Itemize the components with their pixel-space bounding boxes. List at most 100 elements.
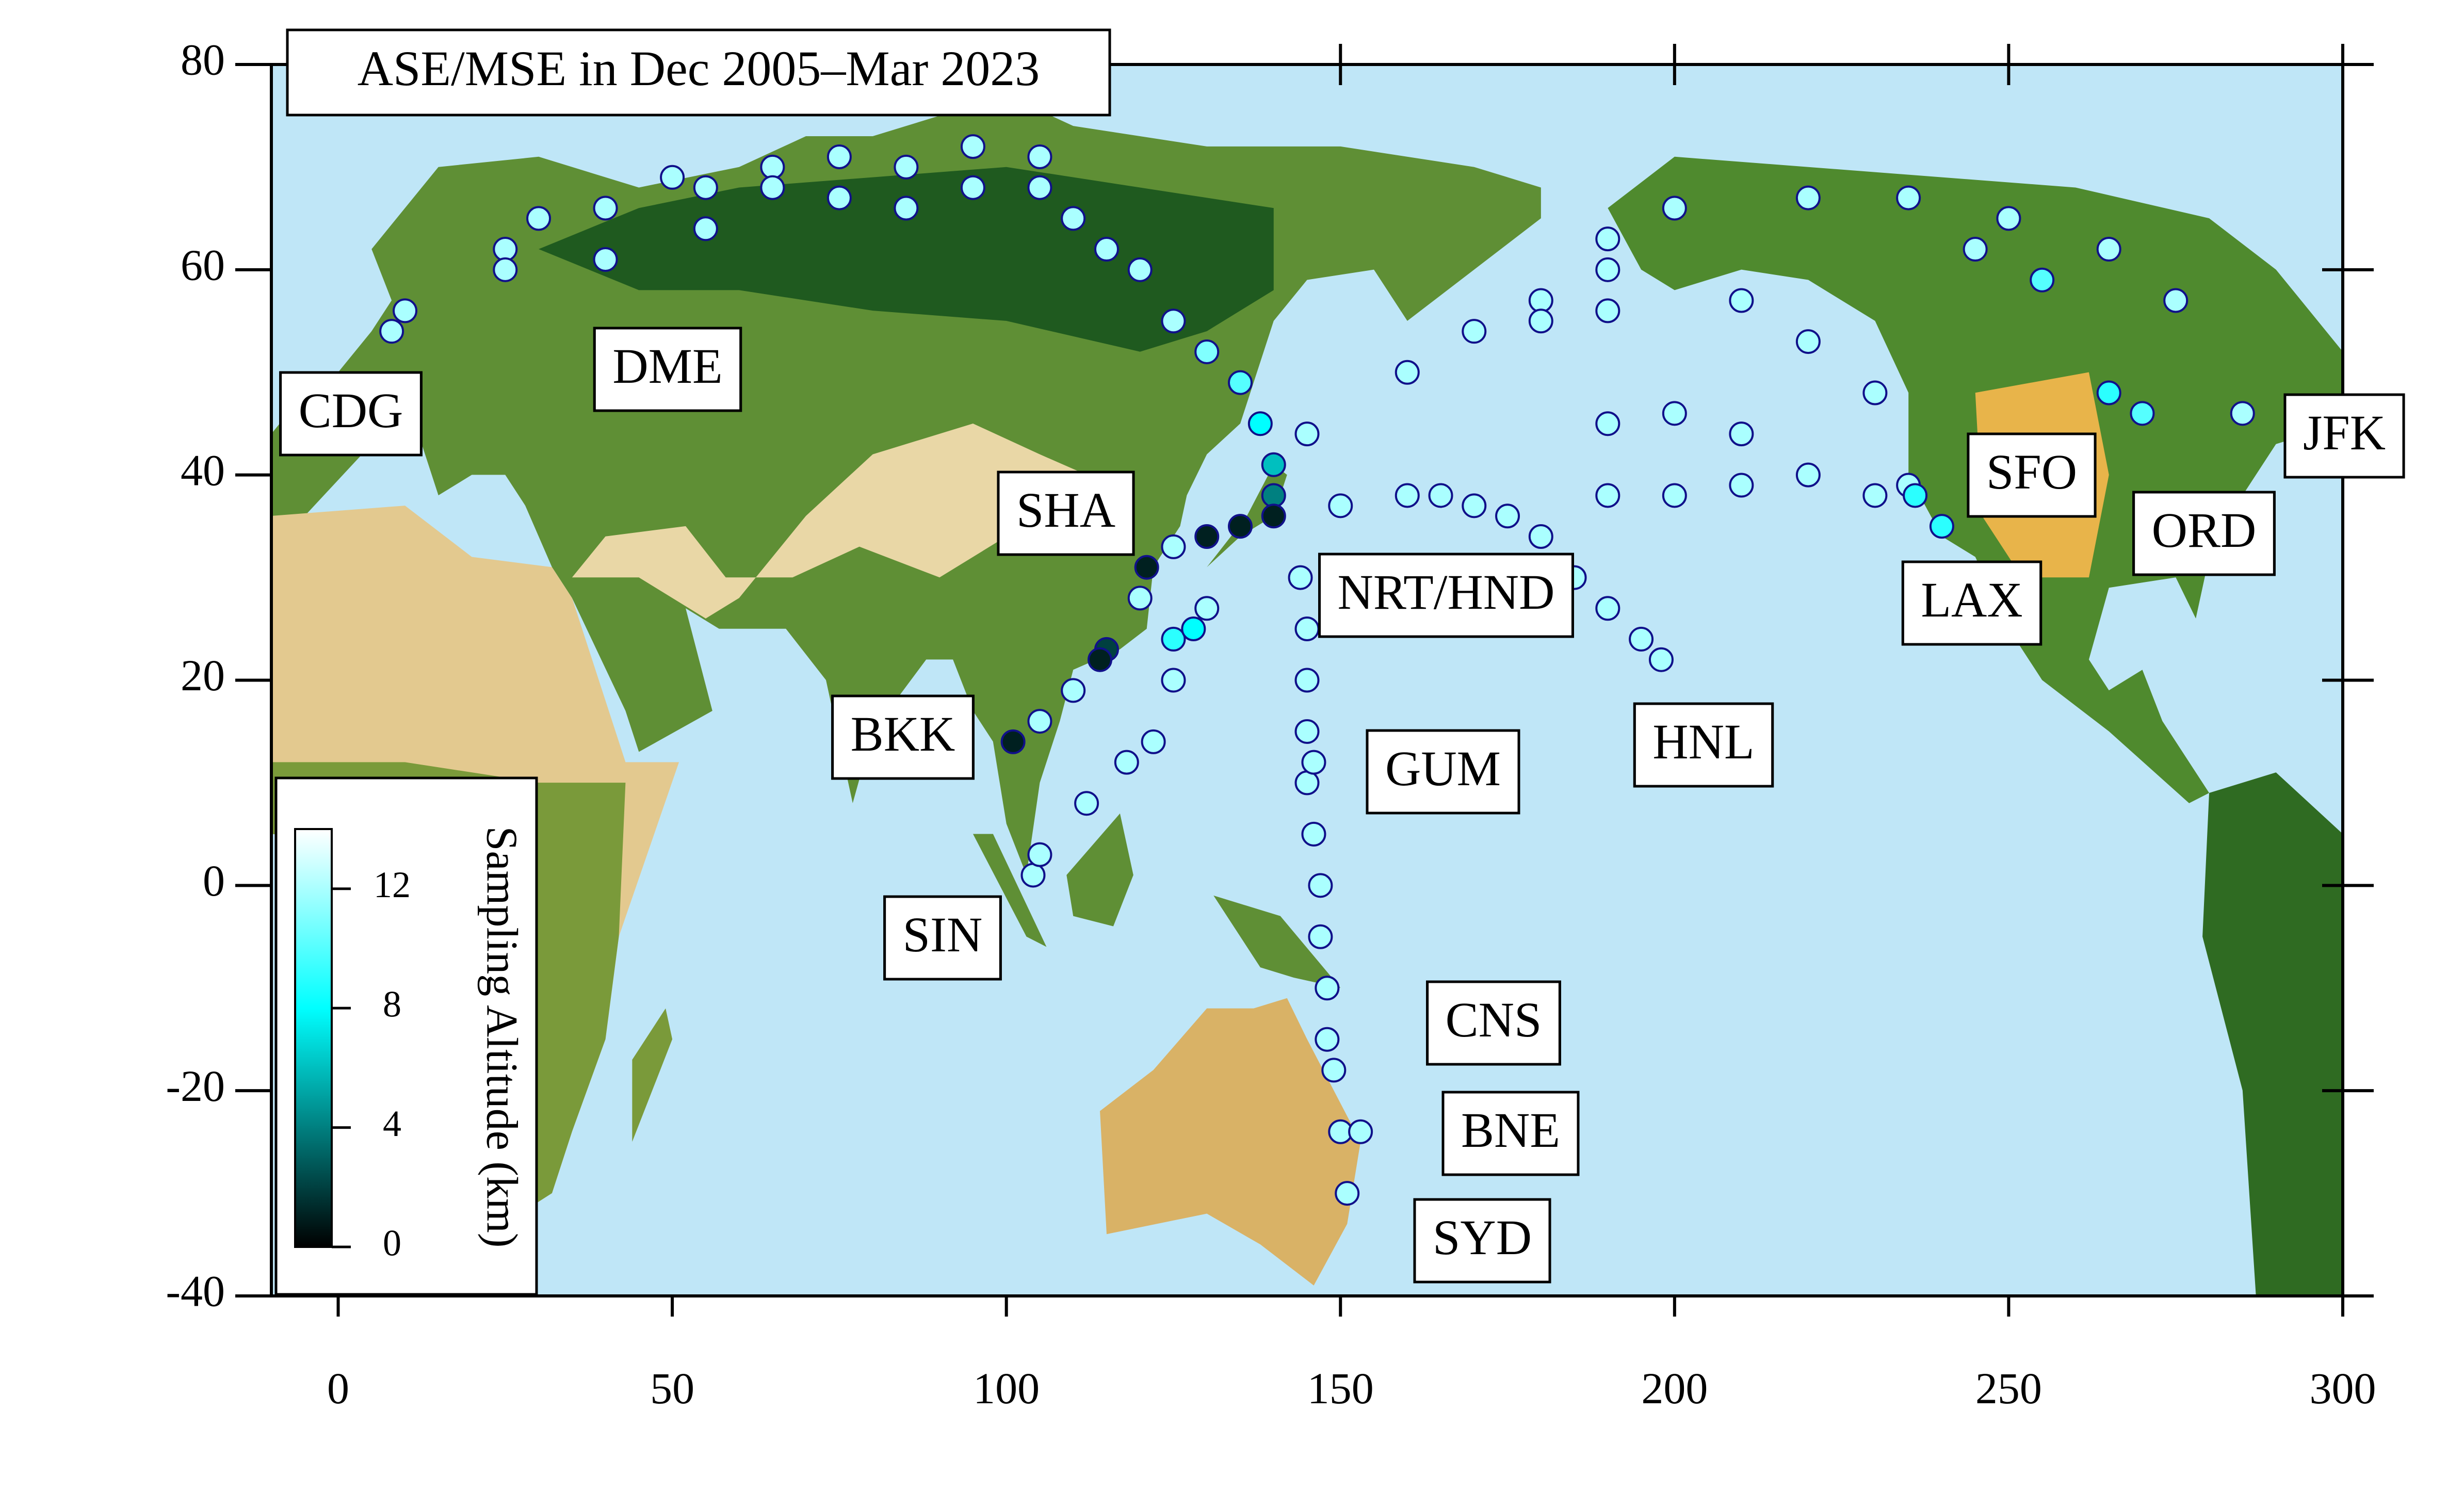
data-point xyxy=(1795,185,1821,210)
data-point xyxy=(1194,596,1220,621)
data-point xyxy=(1315,976,1340,1001)
data-point xyxy=(1662,483,1687,508)
airport-box xyxy=(1318,553,1574,638)
madagascar xyxy=(632,1008,673,1142)
data-point xyxy=(1963,237,1988,262)
data-point xyxy=(1088,647,1112,672)
data-point xyxy=(593,247,618,272)
data-point xyxy=(1127,257,1153,282)
australia xyxy=(1100,998,1361,1286)
data-point xyxy=(379,319,404,344)
data-point xyxy=(1462,493,1487,518)
data-point xyxy=(1795,329,1821,354)
data-point xyxy=(1335,1181,1360,1206)
data-point xyxy=(1161,534,1186,559)
data-point xyxy=(1795,462,1821,488)
data-point xyxy=(1261,504,1286,529)
x-tick-label: 300 xyxy=(2310,1364,2376,1413)
data-point xyxy=(1027,842,1052,867)
data-point xyxy=(1294,421,1320,447)
data-point xyxy=(1495,504,1520,529)
airport-box xyxy=(1633,702,1774,788)
data-point xyxy=(1288,565,1313,590)
airport-label: ORD xyxy=(2152,502,2257,558)
airport-label: LAX xyxy=(1921,572,2022,627)
x-tick-label: 0 xyxy=(327,1364,349,1413)
data-point xyxy=(1161,626,1186,652)
data-point xyxy=(1595,226,1620,252)
data-point xyxy=(1321,1058,1347,1083)
data-point xyxy=(660,165,685,190)
data-point xyxy=(1903,483,1928,508)
data-point xyxy=(1328,493,1353,518)
y-tick-label: 60 xyxy=(181,240,225,290)
airport-box xyxy=(1426,980,1561,1066)
data-point xyxy=(2230,401,2255,426)
data-point xyxy=(1315,1027,1340,1052)
data-point xyxy=(2130,401,2155,426)
data-point xyxy=(1862,380,1888,405)
airport-box xyxy=(883,895,1002,981)
data-point xyxy=(1428,483,1453,508)
data-point xyxy=(2096,237,2121,262)
data-point xyxy=(1595,411,1620,436)
airport-label: SFO xyxy=(1986,444,2077,499)
data-point xyxy=(1261,452,1286,477)
data-point xyxy=(1194,339,1220,364)
data-point xyxy=(1729,288,1754,313)
data-point xyxy=(1247,411,1273,436)
data-point xyxy=(1027,175,1052,200)
data-point xyxy=(1862,483,1888,508)
data-point xyxy=(760,154,785,180)
airport-label: SHA xyxy=(1016,482,1115,538)
data-point xyxy=(1996,206,2021,231)
data-point xyxy=(2096,380,2121,405)
data-point xyxy=(1729,473,1754,498)
data-point xyxy=(493,257,518,282)
x-tick-label: 100 xyxy=(973,1364,1040,1413)
data-point xyxy=(1294,770,1320,796)
data-point xyxy=(1074,791,1099,816)
airport-label: CNS xyxy=(1446,992,1542,1047)
data-point xyxy=(1227,370,1253,395)
data-point xyxy=(960,134,985,159)
airport-label: SIN xyxy=(903,907,983,962)
data-point xyxy=(1127,586,1153,611)
colorbar-tick-label: 8 xyxy=(383,984,401,1025)
overlay: ASE/MSE in Dec 2005–Mar 2023 Sampling Al… xyxy=(274,28,2405,1296)
new-guinea xyxy=(1213,895,1341,988)
y-tick-label: 80 xyxy=(181,35,225,85)
data-point xyxy=(1094,237,1119,262)
data-point xyxy=(894,196,919,221)
airport-box xyxy=(1901,560,2042,646)
data-point xyxy=(1181,616,1206,642)
colorbar-label: Sampling Altitude (km) xyxy=(477,826,527,1248)
taiga xyxy=(539,167,1274,352)
data-point xyxy=(1294,616,1320,642)
data-point xyxy=(1114,750,1139,775)
data-point xyxy=(826,144,852,170)
data-point xyxy=(693,216,718,241)
chart-title: ASE/MSE in Dec 2005–Mar 2023 xyxy=(358,41,1040,96)
airport-label: NRT/HND xyxy=(1338,564,1555,620)
data-point xyxy=(1141,729,1166,754)
airport-label: JFK xyxy=(2303,405,2386,460)
data-point xyxy=(1301,821,1326,847)
airport-box xyxy=(831,694,975,780)
data-point xyxy=(1528,309,1553,334)
data-point xyxy=(1462,319,1487,344)
airport-box xyxy=(997,470,1135,556)
data-point xyxy=(1595,257,1620,282)
data-point xyxy=(693,175,718,200)
data-point xyxy=(1294,668,1320,693)
colorbar-tick-label: 0 xyxy=(383,1223,401,1264)
title-box xyxy=(286,28,1111,117)
airport-label: DME xyxy=(612,338,722,394)
airport-box xyxy=(2283,393,2405,479)
data-point xyxy=(1528,288,1553,313)
airport-label: GUM xyxy=(1385,741,1501,796)
data-point xyxy=(894,154,919,180)
airport-label: BNE xyxy=(1461,1102,1560,1158)
